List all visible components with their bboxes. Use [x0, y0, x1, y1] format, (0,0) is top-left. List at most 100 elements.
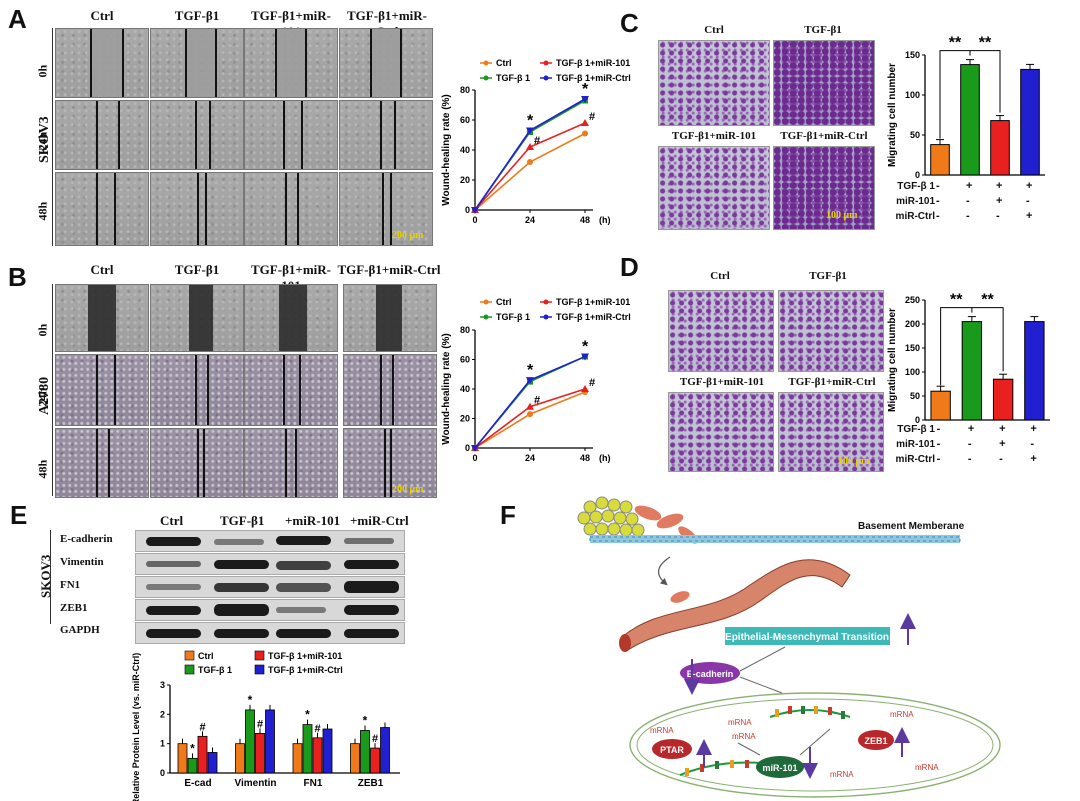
bar — [370, 747, 380, 774]
wound-image — [343, 428, 437, 498]
y-tick-label: 150 — [905, 50, 920, 60]
significance-mark: # — [199, 721, 205, 733]
wound-healing-line-chart-b: 0 20 40 60 80 0 24 48 (h) Wound-healing rate (%) *… — [441, 297, 631, 463]
wound-healing-line-chart-a: 0 20 40 60 80 0 24 48 (h) Wound-healing rate (%) *… — [441, 58, 631, 225]
x-tick-label: 0 — [472, 215, 477, 225]
wb-header-tgf: TGF-β1 — [220, 513, 265, 528]
treatment-sign: + — [1026, 210, 1033, 222]
data-point — [581, 119, 589, 126]
significance-mark: ** — [981, 292, 994, 309]
y-tick-label: 50 — [910, 391, 920, 401]
treat-label-mirctrl-d: miR-Ctrl — [895, 454, 935, 465]
significance-mark: # — [534, 395, 540, 407]
zeb1-label: ZEB1 — [864, 736, 887, 746]
y-tick-label: 250 — [905, 295, 920, 305]
data-point — [526, 377, 534, 385]
wound-image — [343, 284, 437, 352]
legend-marker — [543, 314, 549, 320]
treatment-sign: - — [1026, 195, 1030, 207]
wb-header-ctrl: Ctrl — [160, 513, 184, 528]
treatment-sign: + — [996, 180, 1003, 192]
y-tick-label: 3 — [160, 680, 165, 690]
wound-image — [55, 428, 149, 498]
blot-strip — [135, 530, 405, 552]
panel-label-e: E — [10, 500, 28, 530]
panel-label-a: A — [8, 4, 27, 34]
bar — [960, 64, 980, 176]
wb-header-mirctrl: +miR-Ctrl — [350, 513, 409, 528]
col-title-tgf-a: TGF-β1 — [174, 8, 220, 23]
scale-bar-c: 100 μm — [826, 210, 858, 221]
significance-mark: # — [257, 718, 263, 730]
legend-marker — [543, 299, 549, 305]
significance-mark: * — [363, 713, 368, 727]
protein-label-zeb1: ZEB1 — [60, 602, 88, 614]
y-axis-label: Migrating cell number — [887, 63, 898, 167]
treatment-sign: + — [1030, 423, 1037, 435]
bar — [930, 144, 950, 176]
wb-header-mir101: +miR-101 — [285, 513, 341, 528]
treatment-sign: - — [966, 210, 970, 222]
legend-marker — [543, 60, 549, 66]
treatment-sign: + — [999, 423, 1006, 435]
bar — [1024, 321, 1045, 421]
time-0h-a: 0h — [35, 64, 50, 78]
significance-bracket — [939, 50, 1001, 139]
data-point — [581, 353, 589, 361]
y-tick-label: 100 — [905, 90, 920, 100]
emt-label: Epithelial-Mesenchymal Transition — [725, 632, 889, 643]
data-point — [581, 385, 589, 392]
treatment-sign: + — [967, 423, 975, 435]
protein-label-vim: Vimentin — [60, 556, 104, 568]
series-line — [474, 122, 586, 211]
transwell-title-ctrl-c: Ctrl — [704, 24, 724, 36]
x-category-label: FN1 — [304, 778, 323, 789]
time-24h-b: 24h — [35, 387, 50, 407]
significance-mark: # — [534, 135, 540, 147]
transwell-title-mir101-c: TGF-β1+miR-101 — [671, 130, 757, 142]
y-axis-label: Migrating cell number — [887, 308, 898, 412]
significance-mark: # — [314, 723, 320, 735]
y-axis-label: Wound-healing rate (%) — [441, 333, 452, 444]
y-tick-label: 0 — [915, 415, 920, 425]
legend-label: TGF-β 1+miR-Ctrl — [556, 73, 631, 83]
basement-membrane — [589, 535, 961, 543]
treat-label-mirctrl-c: miR-Ctrl — [895, 211, 935, 222]
transwell-title-ctrl-d: Ctrl — [710, 270, 730, 282]
transwell-title-mirctrl-c: TGF-β1+miR-Ctrl — [780, 130, 868, 142]
significance-mark: # — [589, 111, 595, 123]
y-tick-label: 60 — [460, 115, 470, 125]
treatment-sign: - — [936, 210, 940, 222]
wound-image — [244, 428, 338, 498]
col-title-mirctrl-b: TGF-β1+miR-Ctrl — [337, 262, 441, 277]
legend-label: TGF-β 1+miR-101 — [556, 297, 630, 307]
legend-label: TGF-β 1+miR-101 — [556, 58, 630, 68]
y-tick-label: 80 — [460, 325, 470, 335]
legend-label: Ctrl — [496, 297, 512, 307]
time-48h-a: 48h — [35, 201, 50, 221]
col-title-tgf-b: TGF-β1 — [174, 262, 220, 277]
transwell-image — [773, 146, 875, 230]
x-tick-label: 24 — [525, 215, 535, 225]
wound-image — [150, 284, 244, 352]
significance-mark: * — [527, 113, 534, 130]
col-title-ctrl-b: Ctrl — [90, 262, 114, 277]
cell-cluster — [577, 496, 698, 544]
wound-image — [339, 28, 433, 98]
legend-swatch — [184, 650, 195, 661]
ptar-node — [652, 739, 692, 759]
blot-strip — [135, 576, 405, 598]
protein-label-fn1: FN1 — [60, 579, 81, 591]
bar — [322, 728, 333, 774]
migration-bar-chart-c: 0 50 100 150 Migrating cell number ** ** — [887, 35, 1045, 180]
legend-marker — [483, 60, 489, 66]
svg-text:mRNA: mRNA — [890, 710, 914, 719]
wound-image — [150, 354, 244, 426]
bar — [207, 752, 218, 774]
emt-mechanism-diagram: Basement Memberane Epithelial-Mesenchyma… — [577, 496, 1001, 798]
legend-marker — [483, 75, 489, 81]
time-0h-b: 0h — [35, 323, 50, 337]
treatment-sign: - — [936, 195, 940, 207]
x-tick-label: 0 — [472, 453, 477, 463]
wound-image — [55, 172, 149, 246]
